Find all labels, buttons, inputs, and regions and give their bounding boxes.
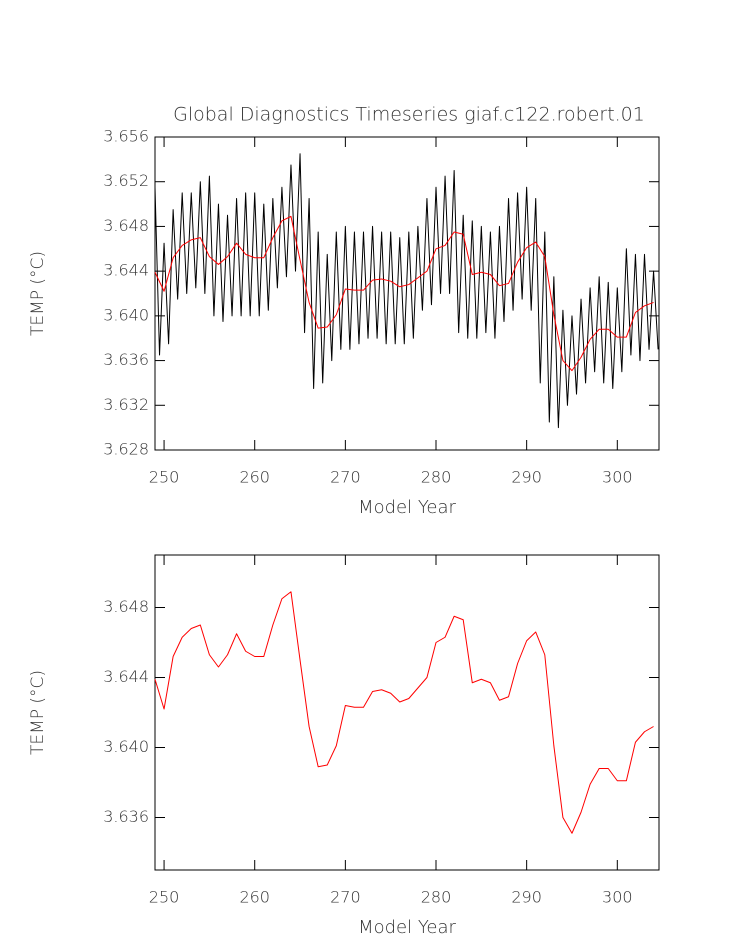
- x-tick-label: 270: [330, 888, 361, 907]
- y-tick-label: 3.648: [103, 597, 149, 616]
- y-tick-label: 3.652: [103, 171, 149, 190]
- data-line: [154, 591, 654, 834]
- y-tick-label: 3.656: [103, 127, 149, 146]
- y-axis-label: TEMP (°C): [28, 251, 48, 336]
- chart-title: Global Diagnostics Timeseries giaf.c122.…: [173, 104, 645, 126]
- x-tick-label: 260: [239, 888, 270, 907]
- x-tick-label: 280: [421, 888, 452, 907]
- plot-frame: [154, 136, 660, 451]
- y-tick-label: 3.648: [103, 216, 149, 235]
- data-line: [154, 153, 659, 429]
- x-axis-label: Model Year: [358, 497, 456, 518]
- y-tick-label: 3.632: [103, 395, 149, 414]
- y-tick-label: 3.644: [103, 667, 149, 686]
- y-tick-label: 3.628: [103, 440, 149, 459]
- y-tick-label: 3.636: [103, 350, 149, 369]
- y-tick-label: 3.640: [103, 737, 149, 756]
- x-tick-label: 280: [421, 468, 452, 487]
- y-tick-label: 3.644: [103, 261, 149, 280]
- y-tick-label: 3.636: [103, 807, 149, 826]
- x-tick-label: 250: [149, 888, 180, 907]
- x-tick-label: 270: [330, 468, 361, 487]
- x-tick-label: 260: [239, 468, 270, 487]
- x-tick-label: 250: [149, 468, 180, 487]
- x-axis-label: Model Year: [358, 917, 456, 938]
- y-tick-label: 3.640: [103, 305, 149, 324]
- x-tick-label: 290: [511, 888, 542, 907]
- y-axis-label: TEMP (°C): [28, 670, 48, 755]
- x-tick-label: 290: [511, 468, 542, 487]
- x-tick-label: 300: [602, 468, 633, 487]
- x-tick-label: 300: [602, 888, 633, 907]
- plot-frame: [154, 554, 660, 871]
- data-line: [154, 215, 654, 372]
